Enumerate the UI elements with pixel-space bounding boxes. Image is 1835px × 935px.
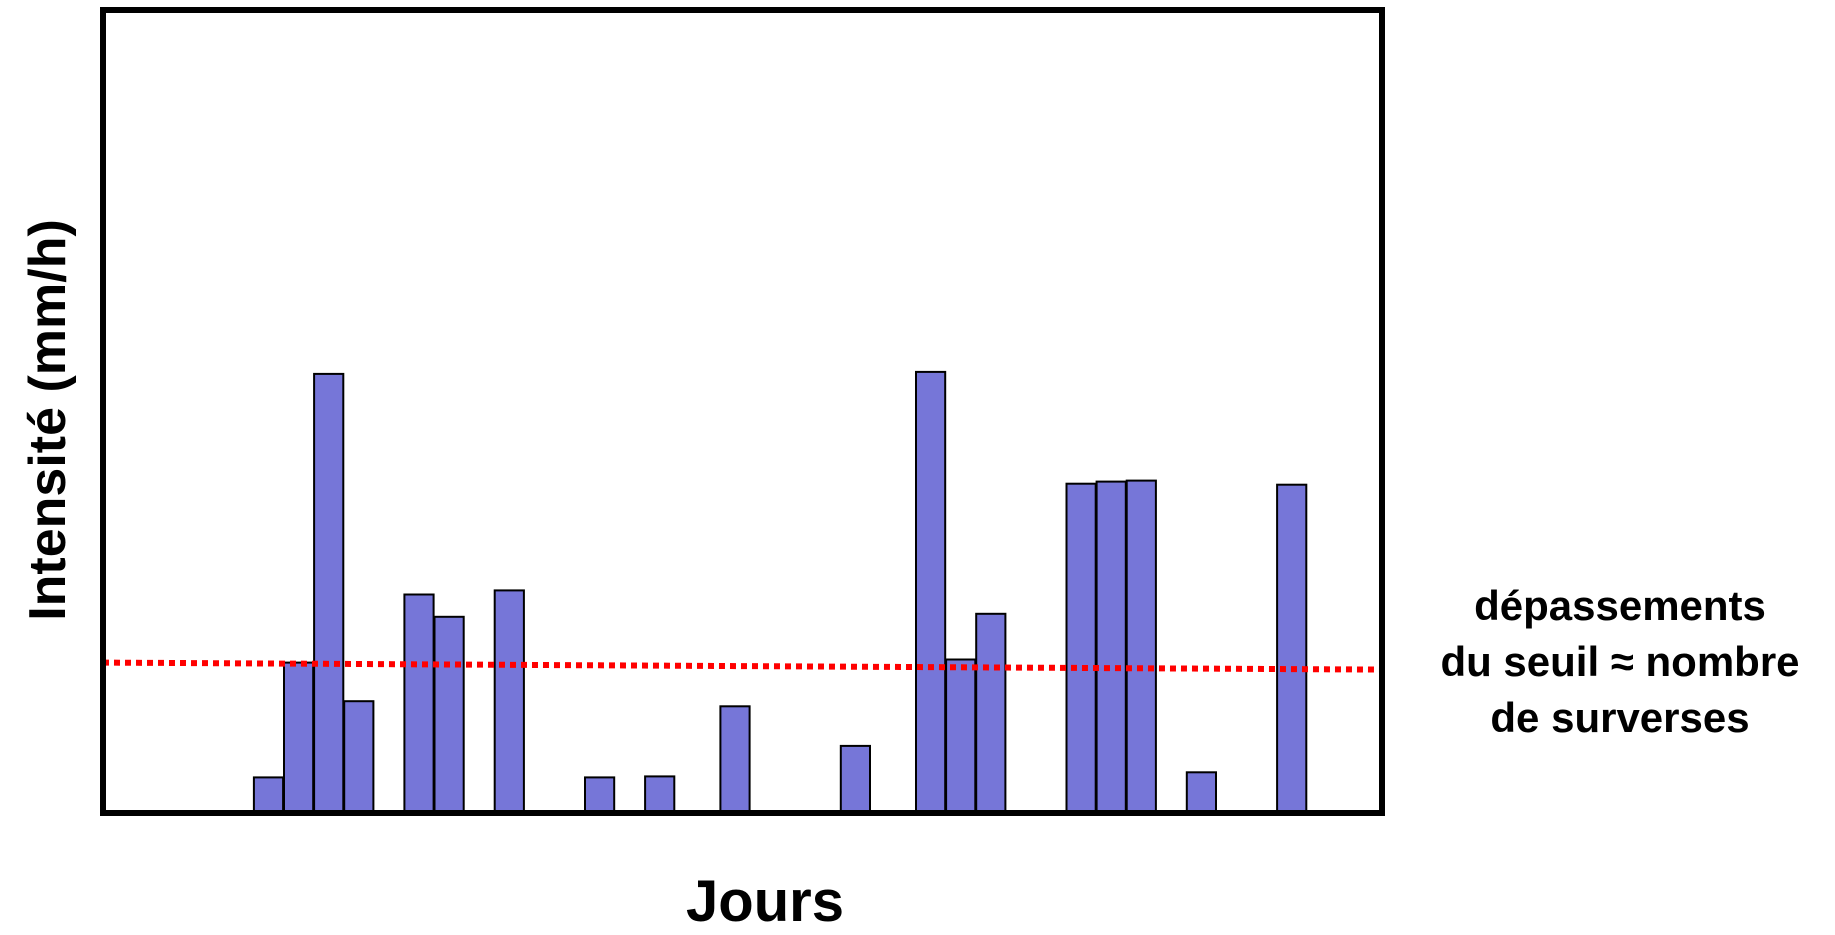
- threshold-line: [102, 659, 1383, 673]
- bar: [493, 589, 525, 815]
- annotation-line-2: du seuil ≈ nombre: [1440, 638, 1800, 685]
- bar: [1276, 483, 1308, 814]
- bar: [839, 744, 871, 815]
- bar: [433, 615, 465, 814]
- bar: [945, 658, 977, 814]
- plot-frame: [100, 7, 1385, 816]
- threshold-annotation: dépassements du seuil ≈ nombre de surver…: [1405, 578, 1835, 746]
- bar: [975, 612, 1007, 814]
- annotation-line-1: dépassements: [1474, 582, 1766, 629]
- annotation-line-3: de surverses: [1490, 694, 1750, 741]
- bar: [1065, 482, 1097, 814]
- bar: [584, 776, 616, 815]
- bar: [1125, 479, 1157, 814]
- bar: [343, 700, 375, 815]
- bar: [915, 370, 947, 814]
- bars-group: [252, 370, 1308, 815]
- bar: [403, 593, 435, 814]
- bar: [252, 776, 285, 815]
- bar: [644, 775, 676, 815]
- bar: [283, 661, 315, 814]
- bar: [719, 705, 751, 814]
- x-axis-label: Jours: [686, 869, 844, 934]
- bar: [313, 372, 345, 814]
- bar: [1095, 480, 1127, 814]
- bar: [1185, 771, 1218, 814]
